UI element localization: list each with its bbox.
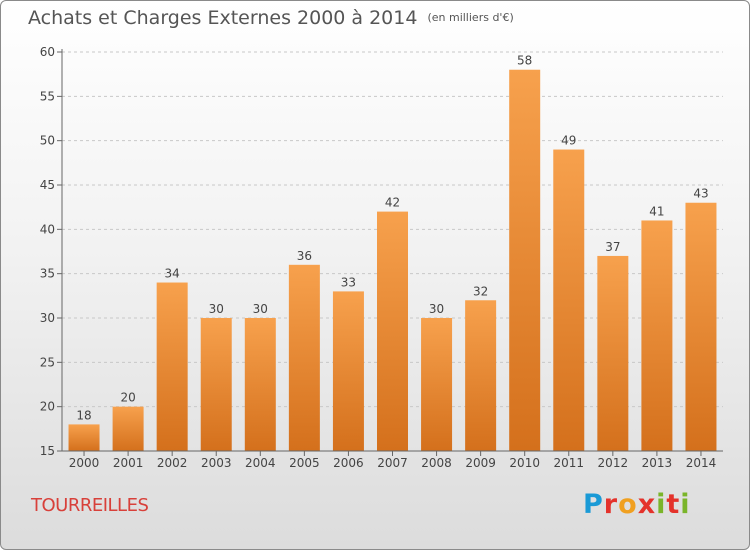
value-label-2000: 18 (76, 408, 91, 422)
value-label-2001: 20 (120, 391, 135, 405)
y-tick-label: 20 (40, 400, 55, 414)
bar-2010 (509, 69, 541, 451)
bar-2013 (641, 220, 673, 451)
chart-subtitle: (en milliers d'€) (427, 11, 514, 24)
value-label-2012: 37 (605, 240, 620, 254)
value-label-2004: 30 (253, 302, 268, 316)
bar-2011 (553, 149, 585, 452)
x-tick-label-2008: 2008 (421, 456, 452, 470)
bar-2014 (685, 202, 717, 451)
value-label-2006: 33 (341, 275, 356, 289)
value-label-2010: 58 (517, 54, 532, 68)
proxiti-logo[interactable]: Proxiti (583, 489, 691, 520)
x-tick-label-2001: 2001 (113, 456, 144, 470)
x-tick-label-2009: 2009 (465, 456, 496, 470)
x-tick-label-2013: 2013 (642, 456, 673, 470)
bar-2000 (68, 424, 100, 451)
bar-2008 (421, 318, 453, 451)
bar-2009 (465, 300, 497, 451)
bar-2012 (597, 255, 629, 451)
y-tick-label: 55 (40, 89, 55, 103)
x-tick-label-2003: 2003 (201, 456, 232, 470)
x-tick-label-2012: 2012 (598, 456, 629, 470)
x-tick-label-2011: 2011 (553, 456, 584, 470)
value-label-2013: 41 (649, 204, 664, 218)
title-text: Achats et Charges Externes 2000 à 2014 (28, 7, 418, 29)
y-tick-label: 40 (40, 222, 55, 236)
axes: 15 20 25 30 35 40 45 50 55 60 2000 2001 2002 2003 2004… (40, 45, 723, 470)
bar-2007 (377, 211, 408, 451)
value-label-2005: 36 (297, 249, 312, 263)
x-tick-label-2007: 2007 (377, 456, 408, 470)
y-tick-label: 25 (40, 355, 55, 369)
value-label-2002: 34 (165, 267, 180, 281)
bars: 18 20 34 30 30 36 33 42 30 32 58 49 37 41 43 (68, 54, 717, 452)
bar-2005 (288, 264, 320, 451)
bar-2002 (156, 282, 188, 451)
commune-name: TOURREILLES (31, 495, 149, 516)
bar-2006 (332, 291, 364, 451)
x-tick-label-2005: 2005 (289, 456, 320, 470)
y-tick-label: 45 (40, 178, 55, 192)
x-tick-label-2002: 2002 (157, 456, 188, 470)
value-label-2009: 32 (473, 284, 488, 298)
value-label-2007: 42 (385, 196, 400, 210)
value-label-2014: 43 (693, 187, 708, 201)
x-tick-label-2000: 2000 (69, 456, 100, 470)
bar-2003 (200, 318, 232, 451)
value-label-2003: 30 (209, 302, 224, 316)
x-tick-label-2006: 2006 (333, 456, 364, 470)
y-tick-label: 30 (40, 311, 55, 325)
x-tick-label-2010: 2010 (509, 456, 540, 470)
x-tick-label-2014: 2014 (686, 456, 717, 470)
y-tick-label: 50 (40, 134, 55, 148)
y-tick-label: 60 (40, 45, 55, 59)
chart-title: Achats et Charges Externes 2000 à 2014 (e… (28, 7, 514, 29)
y-tick-label: 15 (40, 444, 55, 458)
bar-2001 (112, 406, 144, 451)
value-label-2011: 49 (561, 134, 576, 148)
x-tick-label-2004: 2004 (245, 456, 276, 470)
y-tick-label: 35 (40, 267, 55, 281)
bar-2004 (244, 318, 276, 451)
value-label-2008: 30 (429, 302, 444, 316)
